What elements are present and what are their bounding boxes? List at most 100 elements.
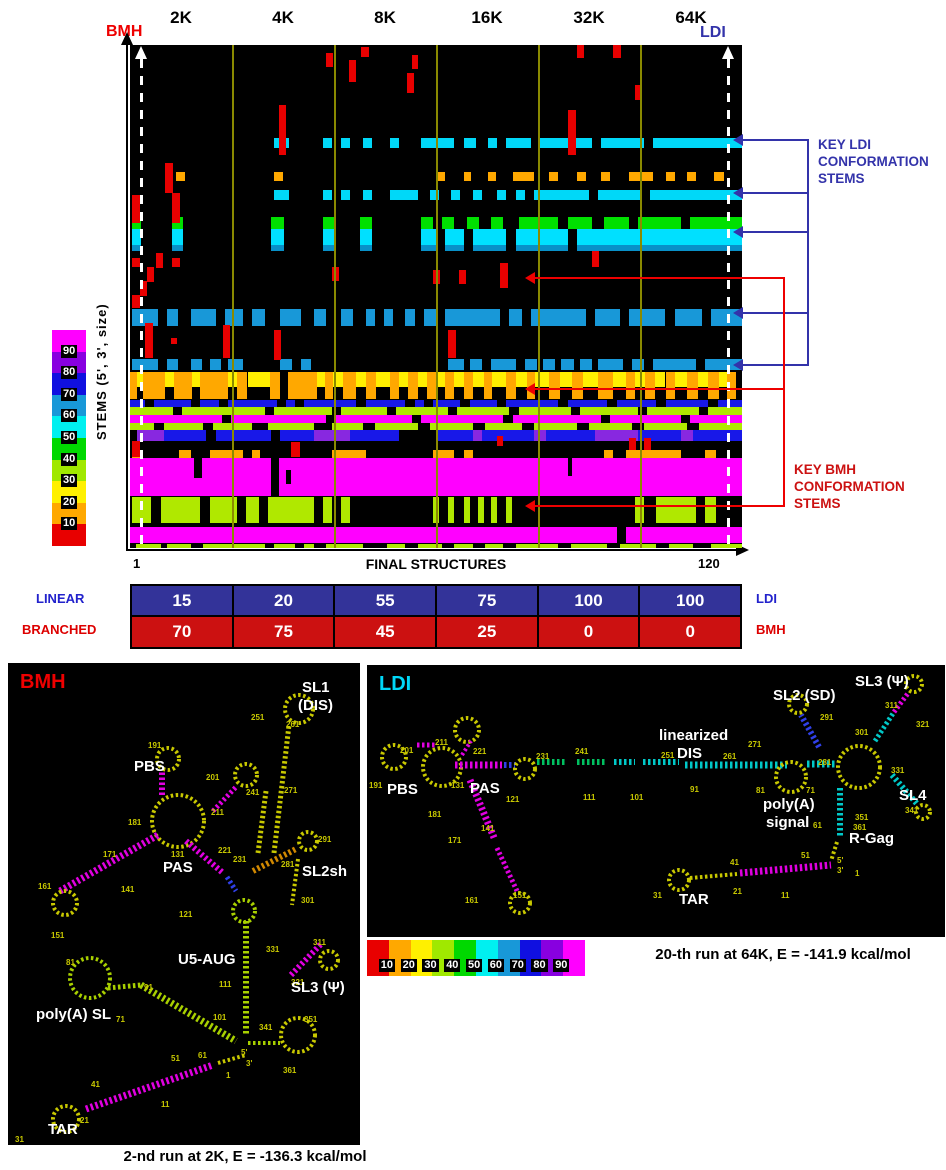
stem-segment [506,138,531,148]
stem-segment [341,138,351,148]
color-scale-value: 70 [61,387,78,401]
stem-segment [546,430,596,441]
structure-label: poly(A) [763,796,815,813]
stem-segment [163,423,204,430]
color-scale-value: 80 [531,959,548,972]
stem-cell [411,55,419,69]
stem-segment [445,309,501,326]
stem-segment [625,527,742,543]
stem-segment [655,372,666,387]
color-scale-value: 70 [509,959,526,972]
structure-label: SL1 [302,679,330,696]
stem-segment [579,407,638,415]
stem-segment [613,372,626,387]
nucleotide-position: 231 [233,855,247,864]
nucleotide-position: 251 [251,713,265,722]
stem-segment [549,172,559,181]
stem-segment [509,309,522,326]
bmh-arrowhead-icon [525,272,535,284]
stem-cell [223,325,231,358]
color-scale-value: 20 [400,959,417,972]
stem-segment [130,372,138,399]
x-axis-label: FINAL STRUCTURES [365,556,507,572]
nucleotide-position: 341 [259,1023,273,1032]
stem-segment [322,190,332,200]
stem-heatmap [130,45,742,548]
stem-segment [143,372,166,399]
x-axis-max: 120 [698,556,720,571]
stem-segment [132,229,141,245]
stem-segment [359,217,372,229]
stem-segment [324,372,334,399]
color-scale-value: 50 [61,431,78,444]
stem-cell [592,251,600,267]
stem-segment [322,138,332,148]
stem-cell [500,263,508,288]
stem-segment [463,450,473,458]
nucleotide-position: 361 [283,1066,297,1075]
stem-segment [436,430,473,441]
stem-segment [130,407,173,415]
stem-segment [472,229,507,245]
ldi-arrow-line-4 [740,312,809,314]
stem-cell [448,330,456,358]
stem-segment [175,172,186,181]
table-row: 70 75 45 25 0 0 [132,615,740,647]
stem-segment [472,430,482,441]
bmh-endpoint-label: BMH [106,23,143,40]
nucleotide-position: 221 [218,846,232,855]
color-scale-value: 30 [422,959,439,972]
stem-segment [705,450,717,458]
ldi-arrowhead-icon [733,307,743,319]
stem-segment [273,407,332,415]
stem-segment [711,544,742,548]
table-cell: 70 [132,617,234,647]
stem-cell [132,258,141,267]
stem-cell [628,438,637,450]
bmh-arrow-line-1 [532,277,785,279]
stem-segment [512,415,602,423]
stem-segment [287,372,317,399]
nucleotide-position: 81 [756,786,765,795]
run-size-label: 64K [675,8,707,27]
stem-segment [270,217,285,229]
stem-segment [436,372,446,387]
stem-segment [359,229,372,245]
structure-label: signal [766,814,810,831]
color-swatch [52,416,86,438]
stem-segment [200,400,219,407]
stem-segment [396,407,449,415]
stem-cell [349,60,357,82]
stem-segment [567,400,608,407]
stem-segment [598,372,614,399]
stem-segment [171,245,183,251]
table-cell: 55 [335,586,438,615]
stem-segment [335,415,412,423]
stem-segment [316,372,325,387]
ldi-reference-arrow-icon [722,46,734,59]
nucleotide-position: 81 [66,958,75,967]
stem-segment [322,229,335,245]
stem-segment [286,400,296,407]
ldi-caption: 20-th run at 64K, E = -141.9 kcal/mol [655,946,911,963]
linear-branched-table: 15 20 55 75 100 100 70 75 45 25 0 0 [130,584,742,649]
ldi-reference-dashed-line [727,59,730,548]
nucleotide-position: 351 [304,1015,318,1024]
stem-segment [301,359,311,370]
stem-segment [506,497,513,523]
nucleotide-position: 41 [730,858,739,867]
stem-segment [209,450,244,458]
y-axis-line [126,44,128,550]
nucleotide-position: 121 [506,795,520,804]
stem-segment [417,544,443,548]
nucleotide-position: 171 [448,836,462,845]
structure-label: PBS [134,758,165,775]
stem-segment [166,544,192,548]
stem-segment [668,544,694,548]
ldi-panel-title: LDI [379,673,412,695]
stem-segment [160,497,201,523]
stem-cell [147,267,155,282]
stem-segment [132,359,158,370]
stem-segment [472,372,484,387]
